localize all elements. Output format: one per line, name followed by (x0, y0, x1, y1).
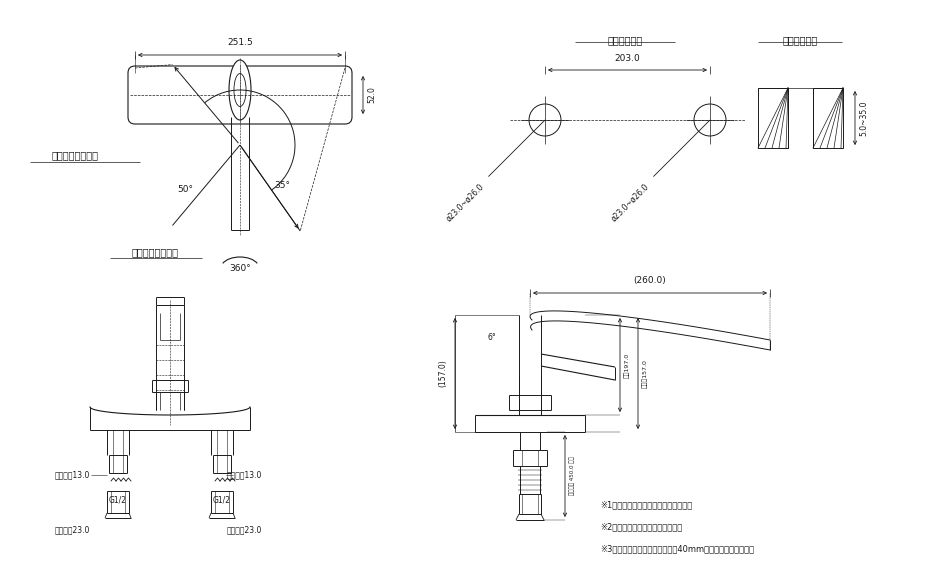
Text: 6°: 6° (488, 332, 496, 342)
Text: ø23.0~ø26.0: ø23.0~ø26.0 (609, 182, 650, 223)
Text: 内対辺157.0: 内対辺157.0 (642, 359, 647, 388)
Text: 全長197.0: 全長197.0 (624, 353, 629, 378)
Text: (260.0): (260.0) (634, 276, 666, 285)
Text: スパウト回転角度: スパウト回転角度 (132, 247, 178, 257)
Text: 50°: 50° (177, 185, 193, 195)
Text: ※3　ブレードパイプは曲げ半彄40mm以上を確保すること。: ※3 ブレードパイプは曲げ半彄40mm以上を確保すること。 (600, 544, 754, 553)
Ellipse shape (234, 74, 246, 107)
Text: 5.0~35.0: 5.0~35.0 (859, 100, 868, 135)
Text: 251.5: 251.5 (227, 38, 252, 47)
Ellipse shape (229, 60, 251, 120)
Text: G1/2: G1/2 (109, 496, 127, 504)
Text: 360°: 360° (229, 264, 251, 273)
Text: ハンドル回転角度: ハンドル回転角度 (51, 150, 99, 160)
Text: ø23.0~ø26.0: ø23.0~ø26.0 (444, 182, 486, 223)
Text: (157.0): (157.0) (438, 360, 448, 387)
Text: 配管長さ 450.0 標準: 配管長さ 450.0 標準 (569, 457, 574, 496)
Text: 35°: 35° (274, 181, 290, 189)
Text: 天板締付範囲: 天板締付範囲 (782, 35, 818, 45)
Text: ※1　（　）内寸法は参考寸法である。: ※1 （ ）内寸法は参考寸法である。 (600, 500, 692, 509)
Bar (758, 88, 788, 148)
Text: 六角対辺23.0: 六角対辺23.0 (55, 526, 90, 534)
Text: 六角対辺13.0: 六角対辺13.0 (227, 471, 262, 479)
Text: 52.0: 52.0 (367, 87, 376, 104)
Text: 六角対辺13.0: 六角対辺13.0 (55, 471, 90, 479)
Text: 天板取付穴径: 天板取付穴径 (607, 35, 642, 45)
Text: G1/2: G1/2 (213, 496, 231, 504)
Text: ※2　止水栓を必ず設置すること。: ※2 止水栓を必ず設置すること。 (600, 522, 682, 531)
FancyBboxPatch shape (128, 66, 352, 124)
Text: 203.0: 203.0 (615, 54, 641, 63)
Text: 六角対辺23.0: 六角対辺23.0 (227, 526, 262, 534)
Bar (813, 88, 843, 148)
